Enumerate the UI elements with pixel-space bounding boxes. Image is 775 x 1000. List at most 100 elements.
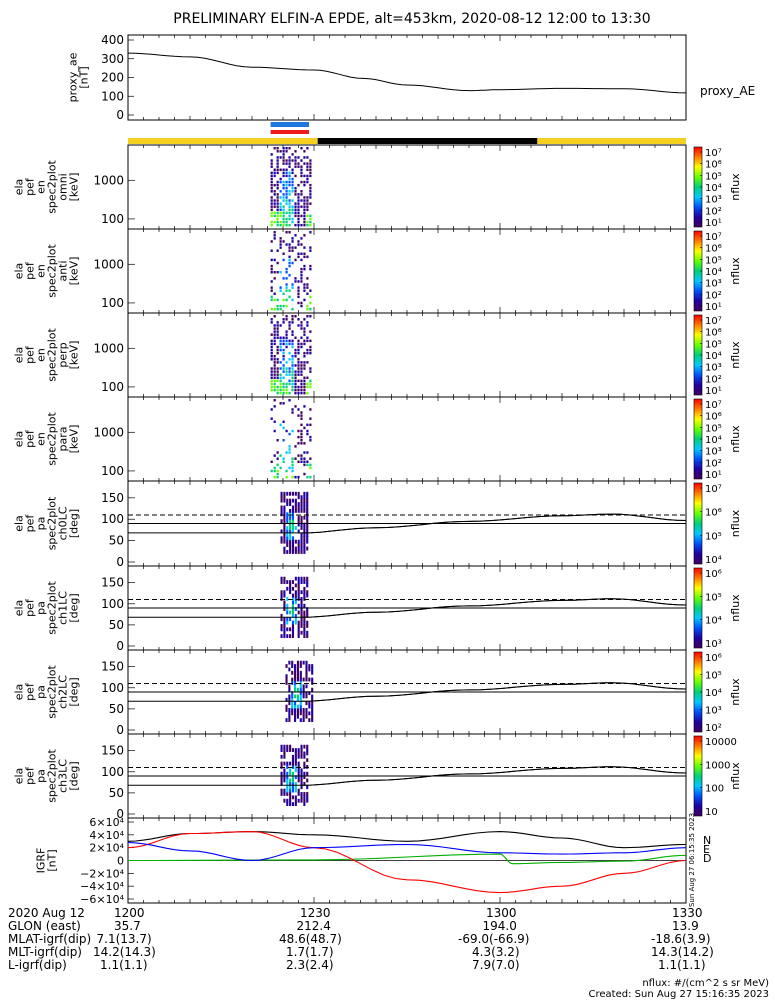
spec_anti-cell	[279, 286, 282, 289]
pa_ch0-colorbar-tick-label: 10⁶	[705, 508, 722, 519]
spec_para-cell	[288, 445, 291, 448]
pa_ch0-cell	[306, 529, 309, 534]
spec_para-cell	[270, 469, 273, 473]
spec_anti-cell	[306, 286, 309, 289]
pa_ch0-cell	[297, 546, 300, 551]
pa_ch3-cell	[294, 775, 297, 779]
pa_ch2-cell	[288, 687, 291, 692]
pa_ch3-cell	[303, 744, 306, 749]
pa_ch0-cell	[297, 543, 300, 548]
pa_ch0-cell	[291, 522, 295, 527]
footer-row-value: 1.1(1.1)	[100, 958, 148, 972]
spec_anti-ylabel-line: [keV]	[68, 257, 81, 286]
spec_perp-cell	[288, 367, 291, 370]
igrf-ytick-label: 6×10⁴	[89, 816, 124, 829]
spec_omni-cell	[291, 171, 294, 175]
spec_perp-cell	[294, 373, 297, 376]
spec_omni-cell	[300, 223, 303, 227]
igrf-series-N-line	[127, 831, 687, 849]
pa_ch0-cell	[291, 546, 295, 551]
spec_para-cell	[297, 408, 300, 411]
spec_anti-ylabel-line: pef	[24, 261, 37, 280]
pa_ch0-cell	[294, 550, 297, 554]
spec_para-cell	[279, 466, 282, 470]
spec_omni-cell	[288, 199, 291, 202]
pa_ch1-cell	[306, 634, 309, 638]
pa_ch1-cell	[300, 613, 303, 618]
pa_ch1-cell	[286, 627, 289, 632]
spec_omni-cell	[270, 196, 273, 199]
footer-row: 2020 Aug 12 1200 1230 1300 1330	[8, 907, 708, 920]
spec_omni-cell	[300, 205, 303, 208]
spec_omni-cell	[282, 193, 285, 196]
spec_omni-cell	[285, 147, 288, 150]
spec_anti-cell	[285, 243, 288, 246]
pa_ch0-cell	[289, 539, 292, 544]
pa_ch2-cell	[299, 711, 302, 716]
spec_omni-cell	[285, 187, 288, 190]
pa_ch0-cell	[291, 529, 295, 534]
pa_ch3-cell	[283, 792, 286, 796]
spec_perp-cell	[282, 318, 285, 321]
pa_ch2-cell	[305, 714, 308, 719]
spec_para-cell	[303, 405, 306, 408]
pa_ch3-cell	[297, 788, 300, 793]
pa_ch0-cell	[303, 526, 306, 530]
proxy-ae-ylabel-line: [nT]	[78, 66, 91, 88]
spec_perp-colorbar-label: nflux	[729, 341, 742, 369]
pa_ch0-cell	[303, 536, 306, 541]
footer-row: MLT-igrf(dip) 14.2(14.3) 1.7(1.7) 4.3(3.2) 1…	[8, 946, 714, 959]
spec_anti-cell	[279, 237, 282, 240]
igrf-ytick-label: 2×10⁴	[89, 842, 124, 855]
pa_ch1-ylabel-line: pa	[35, 601, 48, 615]
spec_omni-cell	[297, 223, 300, 227]
pa_ch3-cell	[297, 778, 300, 783]
spec_omni-cell	[294, 165, 297, 168]
spec_perp-cell	[279, 382, 282, 386]
spec_perp-cell	[291, 321, 294, 324]
spec_perp-cell	[288, 351, 291, 355]
spec_omni-colorbar-tick-label: 10⁴	[705, 183, 722, 194]
spec_omni-cell	[276, 180, 279, 184]
spec_perp-cell	[276, 336, 279, 339]
spec_anti-cell	[285, 271, 288, 274]
pa_ch1-ylabel-line: [deg]	[68, 593, 81, 622]
spec_perp-cell	[270, 367, 273, 370]
science-zone-marker-blue	[270, 122, 310, 127]
pa_ch0-ytick-label: 50	[109, 534, 124, 548]
pa_ch0-cell	[291, 526, 295, 530]
spec_omni-cell	[294, 174, 297, 178]
pa_ch0-cell	[297, 550, 300, 554]
spec_anti-cell	[303, 298, 306, 302]
spec_anti-cell	[297, 289, 300, 292]
spec_perp-cell	[273, 324, 276, 327]
spec_anti-cell	[279, 304, 282, 308]
pa_ch0-cell	[306, 491, 309, 496]
spec_para-cell	[306, 423, 309, 427]
spec_anti-cell	[297, 292, 300, 295]
spec_omni-cell	[291, 220, 294, 224]
spec_para-cell	[276, 475, 279, 479]
spec_omni-cell	[288, 156, 291, 159]
pa_ch0-cell	[291, 550, 295, 554]
spec_omni-cell	[303, 220, 306, 224]
spec_omni-cell	[279, 220, 282, 224]
pa_ch3-cell	[306, 778, 309, 783]
spec_omni-cell	[309, 190, 312, 193]
pa_ch2-cell	[302, 711, 305, 716]
figure-title: PRELIMINARY ELFIN-A EPDE, alt=453km, 202…	[173, 11, 650, 27]
pa_ch0-cell	[286, 536, 289, 541]
pa_ch1-cell	[303, 634, 306, 638]
spec_para-cell	[306, 451, 309, 454]
spec_omni-cell	[276, 150, 279, 153]
pa_ch2-cell	[299, 677, 302, 682]
spec_para-cell	[300, 435, 303, 439]
spec_omni-cell	[294, 162, 297, 165]
pa_ch2-cell	[299, 708, 302, 712]
pa_ch2-cell	[288, 718, 291, 722]
spec_omni-cell	[294, 190, 297, 193]
pa_ch3-cell	[294, 768, 297, 773]
pa_ch3-cell	[283, 761, 286, 766]
spec_perp-ytick-label: 100	[101, 380, 124, 394]
